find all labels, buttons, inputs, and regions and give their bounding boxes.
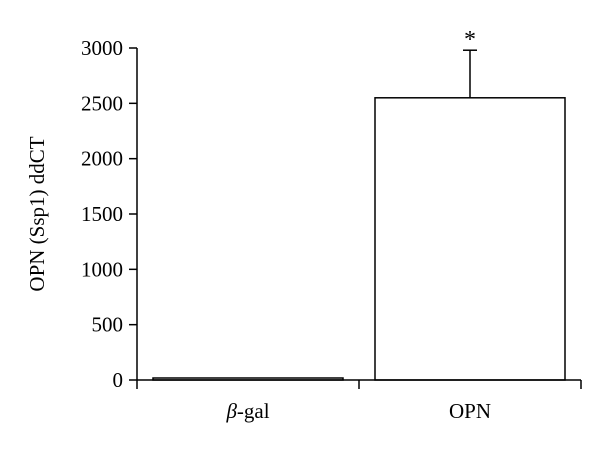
x-category-label: OPN [449, 399, 491, 423]
y-axis-ticks: 0 500 1000 1500 2000 2500 3000 [81, 36, 137, 392]
y-tick-label: 2000 [81, 147, 123, 171]
y-axis-title: OPN (Ssp1) ddCT [25, 136, 49, 291]
y-tick-label: 1000 [81, 257, 123, 281]
x-category-label: β-gal [225, 399, 269, 423]
bar [374, 97, 566, 381]
bars: * [152, 27, 566, 381]
y-tick-label: 0 [113, 368, 124, 392]
significance-marker: * [464, 27, 476, 53]
y-tick-label: 1500 [81, 202, 123, 226]
y-tick-label: 2500 [81, 91, 123, 115]
y-tick-label: 500 [92, 313, 124, 337]
x-axis-labels: β-gal OPN [136, 380, 582, 423]
y-tick-label: 3000 [81, 36, 123, 60]
